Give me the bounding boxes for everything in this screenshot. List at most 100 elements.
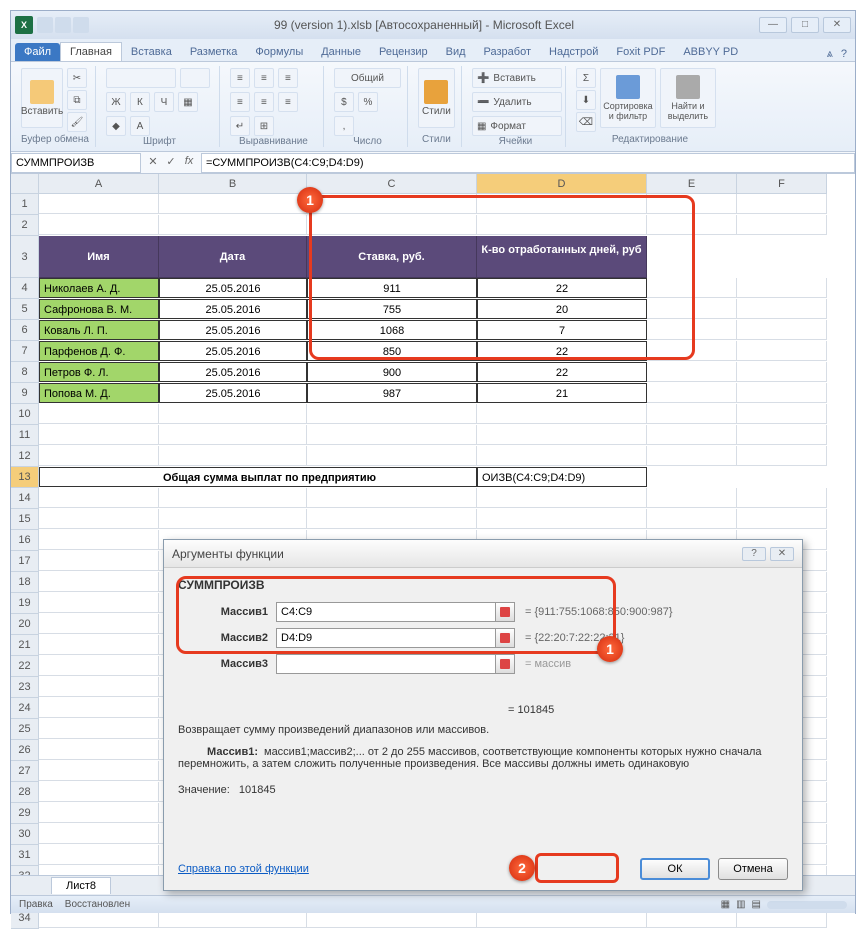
tab-abbyy[interactable]: ABBYY PD bbox=[674, 43, 747, 61]
row-header[interactable]: 27 bbox=[11, 761, 39, 782]
align-right-button[interactable]: ≡ bbox=[278, 92, 298, 112]
cell[interactable] bbox=[647, 488, 737, 508]
cancel-formula-icon[interactable]: ✕ bbox=[145, 155, 161, 171]
cell[interactable] bbox=[159, 425, 307, 445]
table-header-date[interactable]: Дата bbox=[159, 236, 307, 278]
row-header[interactable]: 19 bbox=[11, 593, 39, 614]
cell[interactable] bbox=[39, 572, 159, 592]
row-header[interactable]: 7 bbox=[11, 341, 39, 362]
dialog-titlebar[interactable]: Аргументы функции ? ✕ bbox=[164, 540, 802, 568]
number-format[interactable]: Общий bbox=[334, 68, 401, 88]
col-header-A[interactable]: A bbox=[39, 174, 159, 194]
view-layout-icon[interactable]: ▥ bbox=[736, 899, 745, 910]
cell[interactable] bbox=[39, 656, 159, 676]
align-mid-button[interactable]: ≡ bbox=[254, 68, 274, 88]
col-header-B[interactable]: B bbox=[159, 174, 307, 194]
cell[interactable] bbox=[737, 194, 827, 214]
row-header[interactable]: 28 bbox=[11, 782, 39, 803]
cell[interactable] bbox=[307, 446, 477, 466]
row-header[interactable]: 18 bbox=[11, 572, 39, 593]
cell[interactable] bbox=[737, 383, 827, 403]
paste-button[interactable]: Вставить bbox=[21, 68, 63, 128]
maximize-button[interactable]: □ bbox=[791, 17, 819, 33]
cell[interactable] bbox=[39, 740, 159, 760]
close-button[interactable]: ✕ bbox=[823, 17, 851, 33]
percent-button[interactable]: % bbox=[358, 92, 378, 112]
row-header[interactable]: 6 bbox=[11, 320, 39, 341]
cell[interactable] bbox=[477, 509, 647, 529]
cell[interactable] bbox=[477, 425, 647, 445]
cell[interactable] bbox=[647, 404, 737, 424]
col-header-F[interactable]: F bbox=[737, 174, 827, 194]
cell-days[interactable]: 20 bbox=[477, 299, 647, 319]
tab-insert[interactable]: Вставка bbox=[122, 43, 181, 61]
currency-button[interactable]: $ bbox=[334, 92, 354, 112]
row-header[interactable]: 29 bbox=[11, 803, 39, 824]
copy-button[interactable]: ⧉ bbox=[67, 90, 87, 110]
cell-name[interactable]: Попова М. Д. bbox=[39, 383, 159, 403]
cell[interactable] bbox=[477, 215, 647, 235]
zoom-slider[interactable] bbox=[767, 901, 847, 909]
cell[interactable] bbox=[39, 677, 159, 697]
cell[interactable] bbox=[39, 446, 159, 466]
cell[interactable] bbox=[647, 446, 737, 466]
cell[interactable] bbox=[307, 404, 477, 424]
arg1-range-picker[interactable] bbox=[495, 602, 515, 622]
cell[interactable] bbox=[39, 467, 159, 487]
cell[interactable] bbox=[307, 467, 477, 487]
formula-input[interactable]: =СУММПРОИЗВ(C4:C9;D4:D9) bbox=[201, 153, 855, 173]
cell[interactable] bbox=[39, 551, 159, 571]
select-all-corner[interactable] bbox=[11, 174, 39, 194]
fx-icon[interactable]: fx bbox=[181, 155, 197, 171]
row-header[interactable]: 20 bbox=[11, 614, 39, 635]
insert-cells-button[interactable]: ➕ Вставить bbox=[472, 68, 562, 88]
cell[interactable] bbox=[159, 488, 307, 508]
cell[interactable] bbox=[39, 530, 159, 550]
cell[interactable] bbox=[307, 215, 477, 235]
italic-button[interactable]: К bbox=[130, 92, 150, 112]
tab-addins[interactable]: Надстрой bbox=[540, 43, 607, 61]
delete-cells-button[interactable]: ➖ Удалить bbox=[472, 92, 562, 112]
minimize-ribbon-icon[interactable]: ⩓ bbox=[827, 48, 833, 61]
cell-rate[interactable]: 755 bbox=[307, 299, 477, 319]
clear-button[interactable]: ⌫ bbox=[576, 112, 596, 132]
font-color-button[interactable]: A bbox=[130, 116, 150, 136]
cell[interactable] bbox=[647, 509, 737, 529]
view-normal-icon[interactable]: ▦ bbox=[721, 899, 730, 910]
qat-save-icon[interactable] bbox=[37, 17, 53, 33]
cell[interactable] bbox=[737, 299, 827, 319]
cell-days[interactable]: 7 bbox=[477, 320, 647, 340]
row-header[interactable]: 2 bbox=[11, 215, 39, 236]
align-bot-button[interactable]: ≡ bbox=[278, 68, 298, 88]
arg2-range-picker[interactable] bbox=[495, 628, 515, 648]
cell-rate[interactable]: 850 bbox=[307, 341, 477, 361]
cell[interactable] bbox=[737, 320, 827, 340]
arg2-input[interactable] bbox=[276, 628, 496, 648]
cell[interactable] bbox=[737, 236, 827, 278]
cell[interactable] bbox=[39, 425, 159, 445]
sheet-tab[interactable]: Лист8 bbox=[51, 877, 111, 894]
summary-value[interactable]: ОИЗВ(C4:C9;D4:D9) bbox=[477, 467, 647, 487]
row-header[interactable]: 15 bbox=[11, 509, 39, 530]
row-header[interactable]: 8 bbox=[11, 362, 39, 383]
cell-rate[interactable]: 987 bbox=[307, 383, 477, 403]
cell[interactable] bbox=[159, 404, 307, 424]
cell[interactable] bbox=[39, 782, 159, 802]
row-header[interactable]: 4 bbox=[11, 278, 39, 299]
cell[interactable] bbox=[647, 362, 737, 382]
fill-color-button[interactable]: ◆ bbox=[106, 116, 126, 136]
cell[interactable] bbox=[647, 236, 737, 278]
cell-rate[interactable]: 900 bbox=[307, 362, 477, 382]
cell[interactable] bbox=[39, 845, 159, 865]
cell[interactable] bbox=[647, 215, 737, 235]
ok-button[interactable]: ОК bbox=[640, 858, 710, 880]
cell[interactable] bbox=[39, 698, 159, 718]
name-box[interactable]: СУММПРОИЗВ bbox=[11, 153, 141, 173]
tab-foxit[interactable]: Foxit PDF bbox=[607, 43, 674, 61]
arg3-input[interactable] bbox=[276, 654, 496, 674]
find-select-button[interactable]: Найти и выделить bbox=[660, 68, 716, 128]
align-top-button[interactable]: ≡ bbox=[230, 68, 250, 88]
cell-name[interactable]: Петров Ф. Л. bbox=[39, 362, 159, 382]
row-header[interactable]: 16 bbox=[11, 530, 39, 551]
col-header-D[interactable]: D bbox=[477, 174, 647, 194]
